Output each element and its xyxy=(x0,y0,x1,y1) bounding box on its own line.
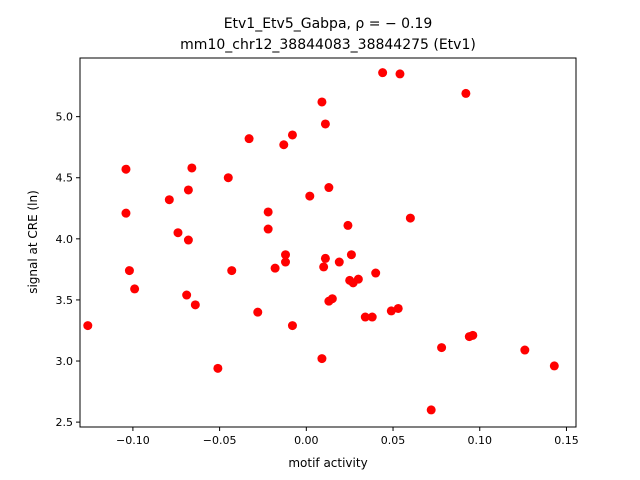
data-point xyxy=(130,284,140,294)
data-point xyxy=(213,363,223,373)
data-point xyxy=(182,290,192,300)
x-tick-label: 0.05 xyxy=(381,434,406,447)
data-point xyxy=(437,343,447,353)
data-point xyxy=(317,354,327,364)
data-point xyxy=(461,88,471,98)
data-point xyxy=(378,68,388,78)
data-point xyxy=(287,130,297,140)
data-point xyxy=(244,134,254,144)
data-point xyxy=(223,173,233,183)
data-point xyxy=(353,274,363,284)
chart-title-line2: mm10_chr12_38844083_38844275 (Etv1) xyxy=(180,37,476,53)
x-tick-label: 0.15 xyxy=(554,434,579,447)
x-axis-label: motif activity xyxy=(288,456,367,470)
y-axis-ticks: 2.5 3.0 3.5 4.0 4.5 5.0 xyxy=(56,111,80,429)
data-point xyxy=(346,250,356,260)
data-point xyxy=(549,361,559,371)
data-point xyxy=(270,263,280,273)
x-tick-label: −0.05 xyxy=(203,434,237,447)
data-point xyxy=(279,140,289,150)
data-point xyxy=(287,321,297,331)
x-tick-label: 0.00 xyxy=(294,434,319,447)
data-point xyxy=(124,266,134,276)
data-point xyxy=(319,262,329,272)
x-tick-label: −0.10 xyxy=(116,434,150,447)
x-axis-ticks: −0.10 −0.05 0.00 0.05 0.10 0.15 xyxy=(116,427,579,447)
data-point xyxy=(468,330,478,340)
data-point xyxy=(426,405,436,415)
data-point xyxy=(327,294,337,304)
data-point xyxy=(263,224,273,234)
data-point xyxy=(371,268,381,278)
data-point xyxy=(367,312,377,322)
data-point xyxy=(121,164,131,174)
y-tick-label: 5.0 xyxy=(56,111,74,124)
data-point xyxy=(121,208,131,218)
data-point xyxy=(320,119,330,129)
data-point xyxy=(324,183,334,193)
data-points xyxy=(83,68,559,415)
data-point xyxy=(83,321,93,331)
data-point xyxy=(360,312,370,322)
data-point xyxy=(305,191,315,201)
chart-title-line1: Etv1_Etv5_Gabpa, ρ = − 0.19 xyxy=(224,16,433,32)
data-point xyxy=(183,185,193,195)
data-point xyxy=(520,345,530,355)
data-point xyxy=(173,228,183,238)
data-point xyxy=(281,257,291,267)
data-point xyxy=(393,303,403,313)
y-axis-label: signal at CRE (ln) xyxy=(26,190,40,294)
y-tick-label: 4.5 xyxy=(56,172,74,185)
y-tick-label: 3.5 xyxy=(56,294,74,307)
data-point xyxy=(263,207,273,217)
data-point xyxy=(405,213,415,223)
plot-frame xyxy=(79,57,577,428)
data-point xyxy=(320,253,330,263)
data-point xyxy=(253,307,263,317)
y-tick-label: 4.0 xyxy=(56,233,74,246)
x-tick-label: 0.10 xyxy=(467,434,492,447)
data-point xyxy=(386,306,396,316)
data-point xyxy=(281,250,291,260)
y-tick-label: 3.0 xyxy=(56,355,74,368)
data-point xyxy=(343,220,353,230)
data-point xyxy=(334,257,344,267)
data-point xyxy=(187,163,197,173)
data-point xyxy=(395,69,405,79)
data-point xyxy=(164,195,174,205)
data-point xyxy=(190,300,200,310)
y-tick-label: 2.5 xyxy=(56,416,74,429)
data-point xyxy=(227,266,237,276)
data-point xyxy=(183,235,193,245)
data-point xyxy=(317,97,327,107)
